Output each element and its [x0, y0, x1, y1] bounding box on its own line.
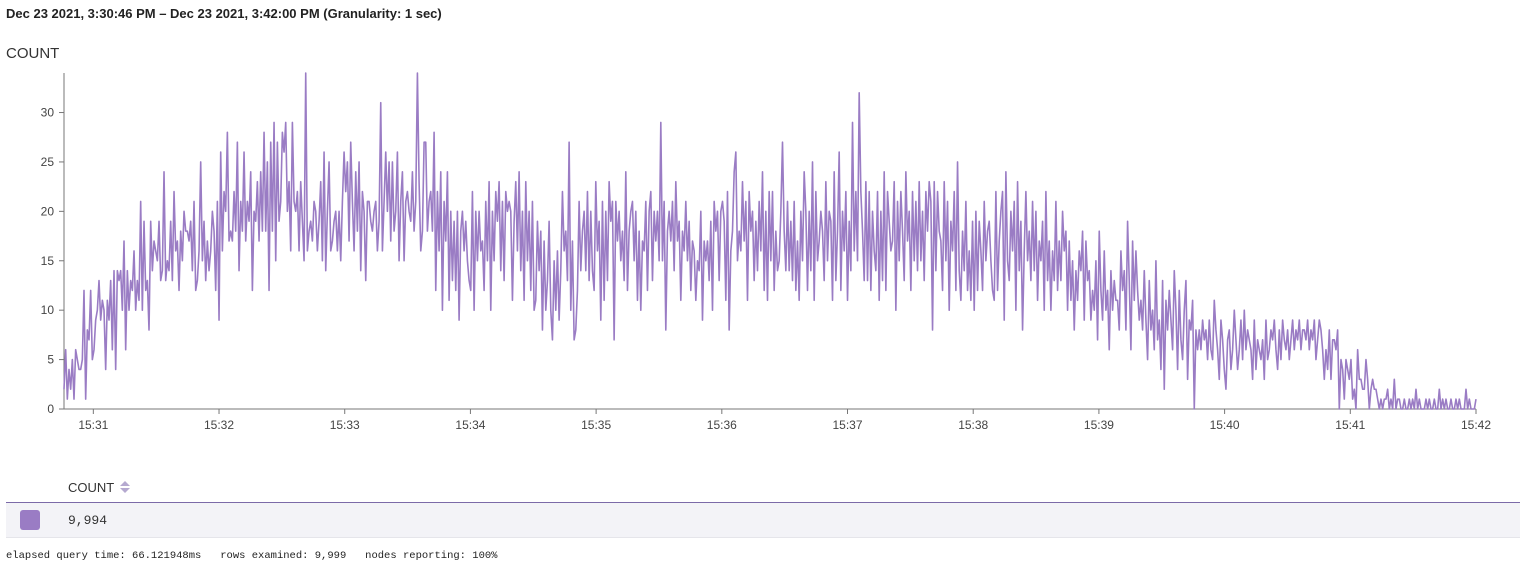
- x-axis: 15:31 15:32 15:33 15:34 15:35 15:36 15:37 15:38…: [64, 408, 1491, 432]
- y-tick-label: 10: [41, 303, 55, 317]
- x-tick-label: 15:42: [1461, 418, 1491, 432]
- x-tick-label: 15:39: [1084, 418, 1114, 432]
- count-column-header[interactable]: COUNT: [68, 479, 131, 495]
- series-line: [63, 72, 1477, 410]
- count-value: 9,994: [68, 512, 108, 528]
- count-column-header-label: COUNT: [68, 479, 115, 495]
- x-tick-label: 15:34: [455, 418, 485, 432]
- series-layer: [63, 72, 1477, 410]
- x-tick-label: 15:36: [707, 418, 737, 432]
- y-tick-label: 30: [41, 106, 55, 120]
- results-header-row: COUNT: [6, 472, 1520, 503]
- results-table: COUNT 9,994: [6, 472, 1520, 538]
- sort-icon[interactable]: [120, 480, 131, 494]
- time-range-label: Dec 23 2021, 3:30:46 PM – Dec 23 2021, 3…: [6, 6, 442, 21]
- y-tick-label: 20: [41, 204, 55, 218]
- x-tick-label: 15:38: [958, 418, 988, 432]
- x-tick-label: 15:32: [204, 418, 234, 432]
- table-row[interactable]: 9,994: [6, 503, 1520, 538]
- chart-title: COUNT: [6, 45, 60, 62]
- x-tick-label: 15:37: [832, 418, 862, 432]
- y-tick-label: 5: [47, 353, 54, 367]
- query-stats: elapsed query time: 66.121948ms rows exa…: [6, 550, 498, 562]
- x-tick-label: 15:40: [1210, 418, 1240, 432]
- y-tick-label: 0: [47, 402, 54, 416]
- series-color-swatch[interactable]: [20, 510, 40, 530]
- y-axis: 0 5 10 15 20 25 30: [41, 73, 65, 416]
- y-tick-label: 25: [41, 155, 55, 169]
- x-tick-label: 15:41: [1335, 418, 1365, 432]
- x-tick-label: 15:35: [581, 418, 611, 432]
- x-tick-label: 15:33: [330, 418, 360, 432]
- x-tick-label: 15:31: [78, 418, 108, 432]
- y-tick-label: 15: [41, 254, 55, 268]
